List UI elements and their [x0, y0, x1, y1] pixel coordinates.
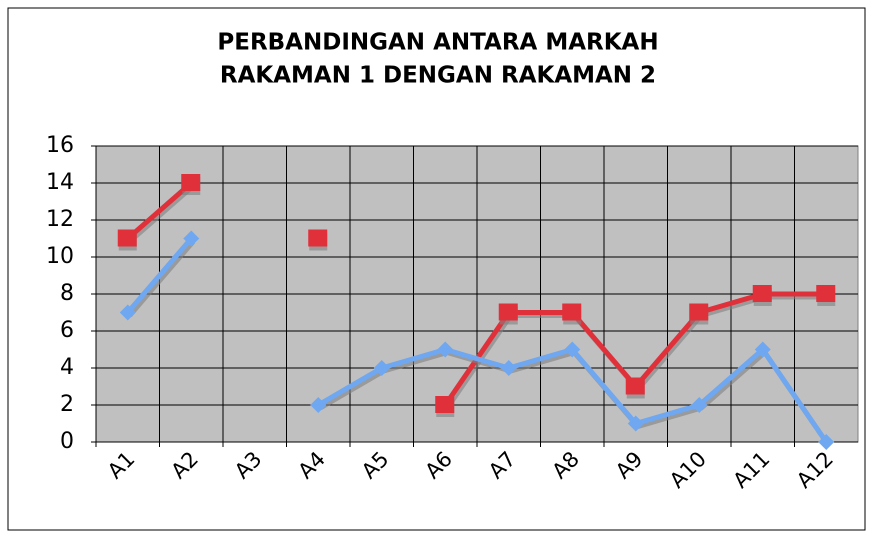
chart-title: PERBANDINGAN ANTARA MARKAH: [217, 30, 658, 56]
y-tick-label: 14: [46, 170, 74, 195]
marker: [818, 434, 835, 450]
y-tick-label: 6: [60, 318, 74, 343]
marker: [117, 229, 137, 247]
marker: [498, 303, 518, 321]
y-tick-label: 0: [60, 429, 74, 454]
marker: [183, 230, 200, 247]
chart-title: RAKAMAN 1 DENGAN RAKAMAN 2: [220, 63, 656, 89]
marker: [373, 360, 390, 376]
marker: [308, 229, 328, 247]
marker: [181, 174, 201, 191]
marker: [752, 285, 772, 302]
marker: [435, 396, 455, 413]
marker: [437, 341, 454, 358]
y-tick-label: 12: [46, 207, 74, 232]
y-tick-label: 16: [46, 133, 74, 158]
marker: [691, 397, 708, 413]
y-tick-label: 10: [46, 244, 74, 269]
marker: [754, 341, 771, 358]
y-tick-label: 4: [60, 355, 74, 380]
marker: [562, 303, 582, 321]
marker: [500, 360, 517, 376]
marker: [564, 341, 581, 358]
marker: [627, 415, 644, 432]
y-tick-label: 8: [60, 281, 74, 306]
marker: [816, 285, 836, 302]
marker: [310, 397, 327, 413]
marker: [689, 303, 709, 321]
y-tick-label: 2: [60, 392, 74, 417]
marker: [625, 377, 645, 395]
marker: [119, 304, 136, 321]
